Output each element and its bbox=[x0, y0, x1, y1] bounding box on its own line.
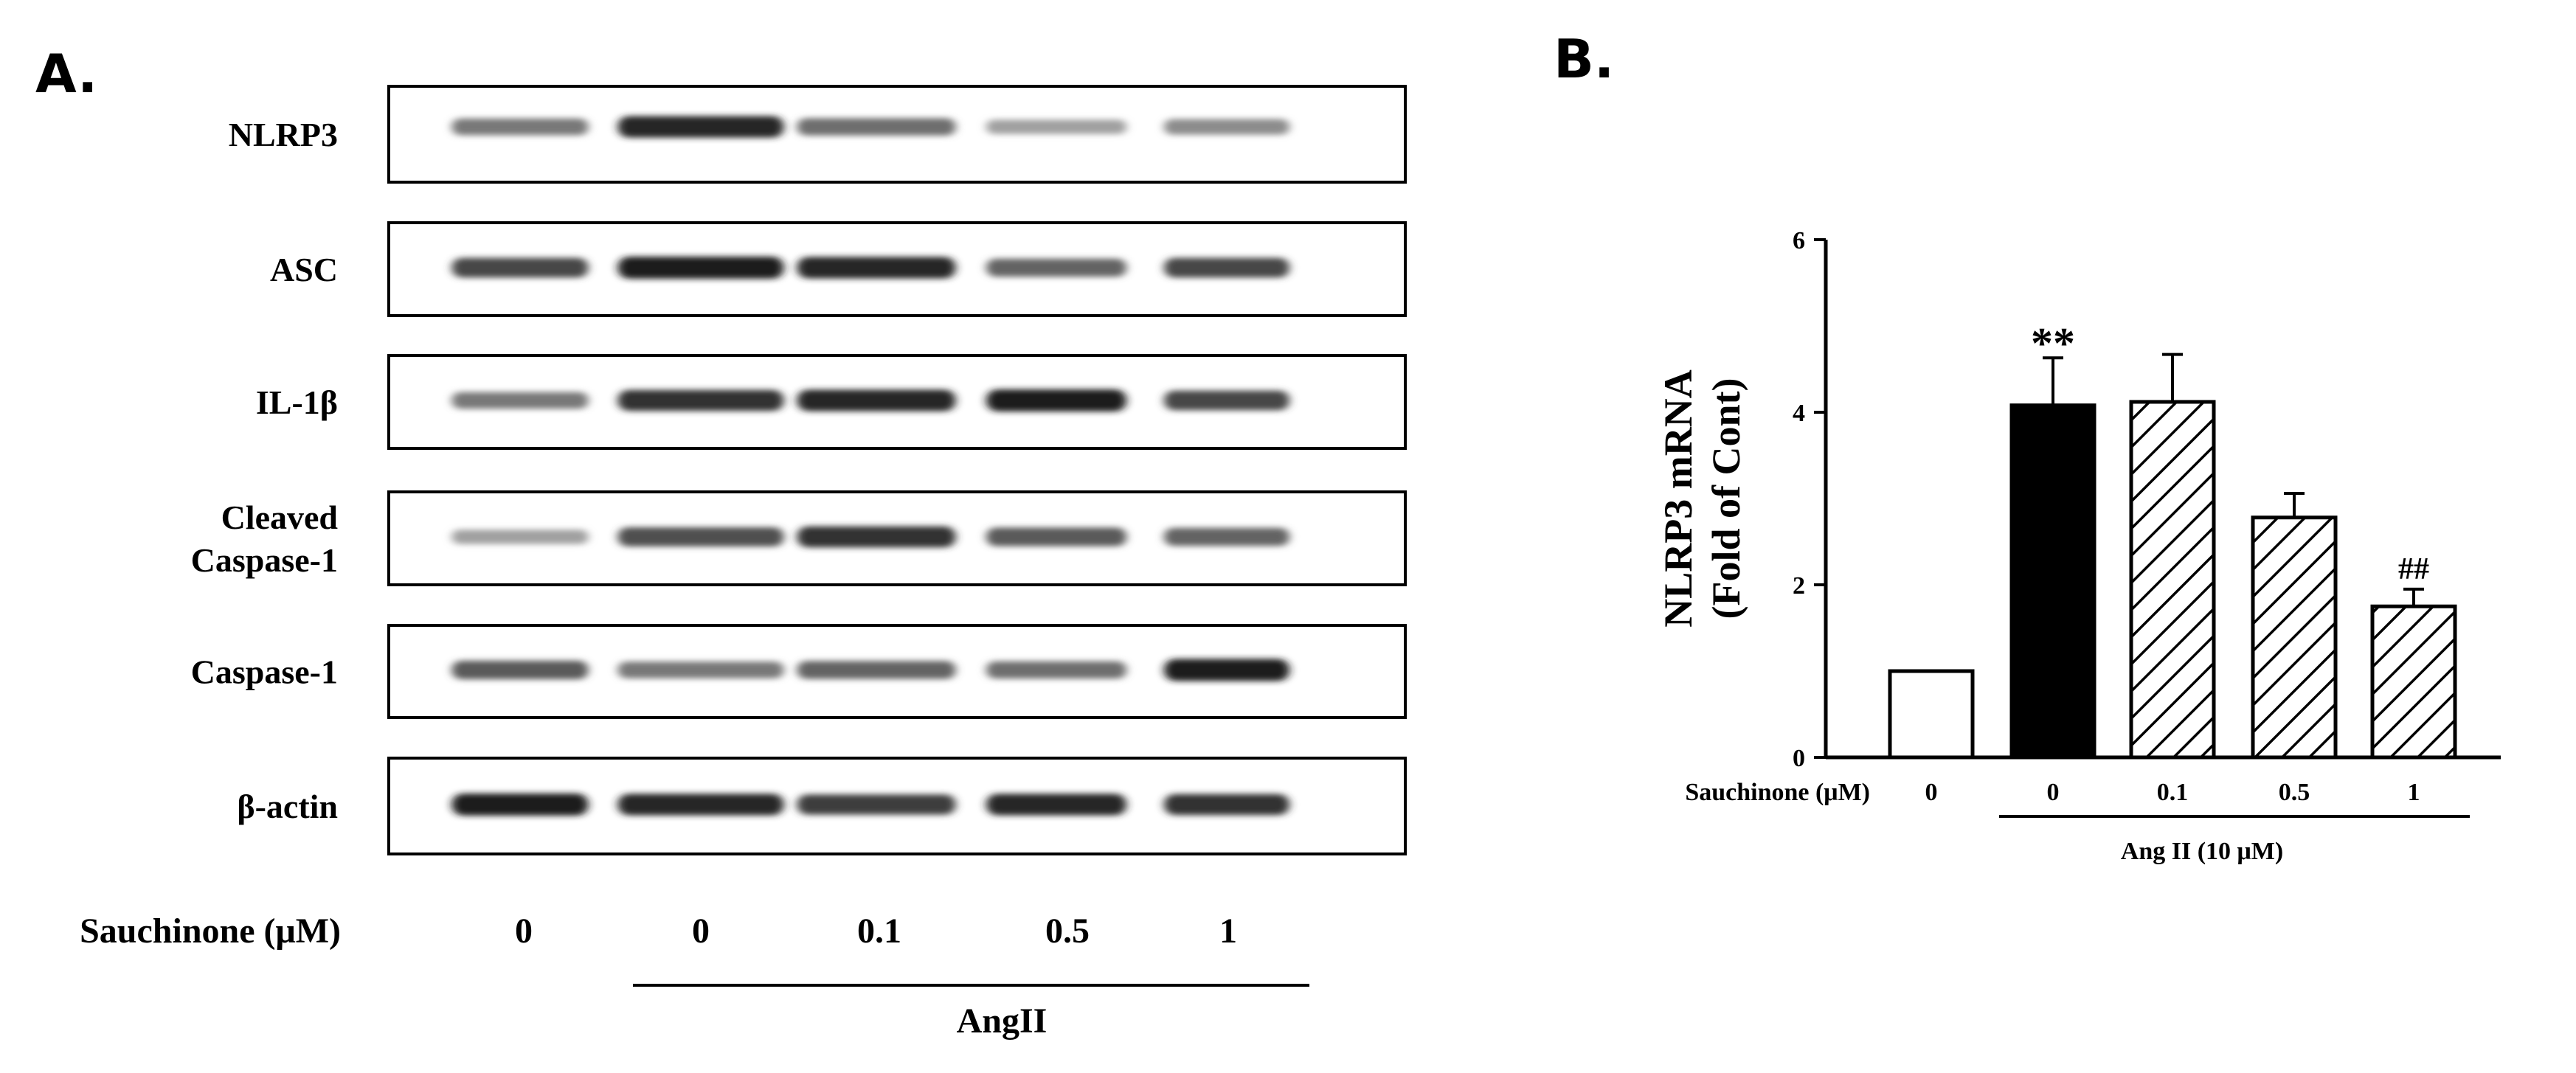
y-tick-label: 6 bbox=[1793, 227, 1805, 254]
blot-band bbox=[1164, 119, 1289, 135]
blot-label: ASC bbox=[270, 251, 338, 288]
blot-band bbox=[797, 257, 956, 279]
x-tick-label: 0.1 bbox=[2157, 779, 2189, 806]
blot-band bbox=[1164, 794, 1289, 816]
blot-band bbox=[1164, 257, 1289, 278]
blot-band bbox=[617, 794, 784, 816]
ang-ii-label: Ang II (10 μM) bbox=[2121, 838, 2283, 865]
western-blot-panel: NLRP3 ASC IL-1β Cleaved Caspase-1 Caspase-1 β-… bbox=[191, 85, 1407, 855]
lane-label: 0 bbox=[515, 911, 533, 951]
blot-band bbox=[1164, 527, 1289, 546]
blot-band bbox=[797, 389, 956, 412]
blot-label: Caspase-1 bbox=[191, 541, 338, 579]
lane-label: 1 bbox=[1219, 911, 1237, 951]
bar bbox=[2009, 403, 2097, 760]
x-tick-label: 0.5 bbox=[2279, 779, 2310, 806]
y-tick-label: 0 bbox=[1793, 745, 1805, 772]
bar bbox=[2251, 515, 2338, 760]
blot-band bbox=[797, 661, 956, 679]
nlrp3-mrna-chart: 0 2 4 6 NLRP3 mRNA (Fold of Cont) 0 ** 0 0.1 0.5 ##… bbox=[1656, 227, 2501, 806]
y-axis-title: NLRP3 mRNA bbox=[1656, 369, 1700, 627]
panel-a-letter: A. bbox=[35, 43, 97, 105]
lane-label: 0 bbox=[692, 911, 710, 951]
blot-label: IL-1β bbox=[256, 383, 338, 421]
blot-band bbox=[986, 389, 1126, 412]
lane-label: 0.5 bbox=[1045, 911, 1090, 951]
significance-annotation: ## bbox=[2398, 552, 2429, 586]
sauchinone-label: Sauchinone (μM) bbox=[80, 911, 341, 951]
blot-band bbox=[617, 661, 784, 678]
blot-band bbox=[451, 257, 589, 278]
y-tick-label: 4 bbox=[1793, 400, 1805, 427]
blot-band bbox=[617, 116, 784, 138]
x-tick-label: 0 bbox=[1925, 779, 1938, 806]
blot-label: Caspase-1 bbox=[191, 653, 338, 691]
significance-annotation: ** bbox=[2031, 319, 2075, 367]
blot-band bbox=[1164, 390, 1289, 411]
angii-label: AngII bbox=[957, 1001, 1048, 1041]
blot-band bbox=[451, 660, 589, 680]
x-tick-label: 0 bbox=[2047, 779, 2060, 806]
panel-b: B. 0 2 4 6 NLRP3 mRNA (Fold of Cont) 0 ** 0 0.1 0.… bbox=[1554, 28, 2501, 865]
blot-band bbox=[986, 527, 1126, 546]
x-axis-title: Sauchinone (μM) bbox=[1685, 779, 1870, 806]
blot-band bbox=[451, 794, 589, 816]
blot-band bbox=[797, 526, 956, 548]
y-axis-title: (Fold of Cont) bbox=[1704, 378, 1748, 619]
blot-band bbox=[617, 389, 784, 412]
y-tick-label: 2 bbox=[1793, 572, 1805, 600]
blot-band bbox=[1164, 659, 1289, 681]
blot-label: Cleaved bbox=[221, 499, 339, 536]
blot-band bbox=[451, 529, 589, 544]
blot-band bbox=[986, 258, 1126, 277]
bar bbox=[2129, 400, 2216, 760]
blot-band bbox=[986, 119, 1126, 134]
x-tick-label: 1 bbox=[2408, 779, 2420, 806]
bar bbox=[1888, 669, 1975, 760]
panel-a: A. NLRP3 ASC IL-1β Cleaved Caspase-1 Caspase-… bbox=[35, 43, 1407, 1041]
blot-band bbox=[617, 527, 784, 546]
blot-band bbox=[451, 118, 589, 136]
lane-labels: 0 0 0.1 0.5 1 bbox=[515, 911, 1237, 951]
blot-band bbox=[986, 661, 1126, 679]
blot-band bbox=[797, 118, 956, 136]
bar bbox=[2370, 604, 2457, 760]
blot-band bbox=[617, 257, 784, 279]
panel-b-letter: B. bbox=[1554, 28, 1614, 90]
blot-band bbox=[986, 794, 1126, 816]
lane-label: 0.1 bbox=[857, 911, 901, 951]
blot-band bbox=[451, 392, 589, 409]
blot-band bbox=[797, 794, 956, 815]
blot-label: NLRP3 bbox=[229, 116, 338, 153]
blot-label: β-actin bbox=[237, 788, 338, 825]
